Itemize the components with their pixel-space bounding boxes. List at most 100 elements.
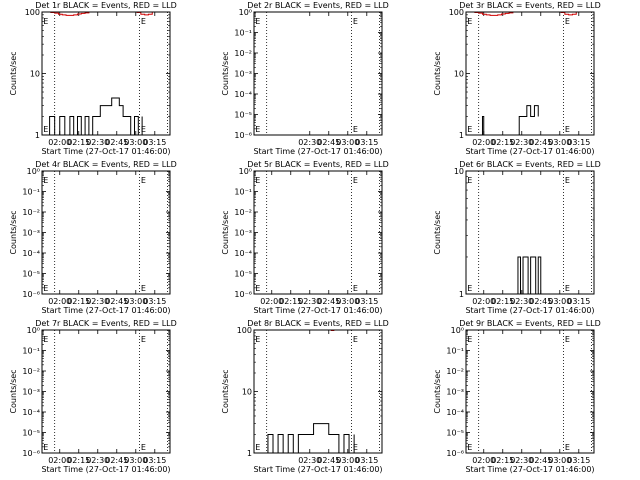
y-axis-label: Counts/sec: [433, 210, 442, 254]
e-marker: E: [565, 17, 570, 26]
x-tick-label: 03:15: [143, 297, 166, 306]
x-tick-label: 02:15: [67, 456, 90, 465]
y-tick-label: 10⁻⁵: [234, 111, 252, 120]
e-marker: E: [467, 284, 472, 293]
x-tick-label: 02:45: [317, 456, 340, 465]
x-tick-label: 02:45: [317, 297, 340, 306]
x-tick-label: 02:30: [510, 297, 533, 306]
chart-panel-2: Det 2r BLACK = Events, RED = LLD Counts/s…: [221, 1, 389, 156]
y-axis-label: Counts/sec: [9, 369, 18, 413]
y-tick-label: 10⁻²: [234, 49, 252, 58]
x-axis-label: Start Time (27-Oct-17 01:46:00): [41, 147, 170, 156]
x-axis-label: Start Time (27-Oct-17 01:46:00): [465, 306, 594, 315]
e-marker: E: [43, 284, 48, 293]
chart-panel-6: Det 6r BLACK = Events, RED = LLD Counts/s…: [433, 160, 601, 315]
y-tick-label: 10⁻⁴: [446, 408, 464, 417]
y-tick-label: 10⁻⁴: [234, 90, 252, 99]
e-marker: E: [141, 125, 146, 134]
e-marker: E: [43, 176, 48, 185]
chart-title: Det 9r BLACK = Events, RED = LLD: [459, 319, 601, 328]
x-tick-label: 03:00: [548, 456, 571, 465]
x-tick-label: 03:00: [124, 297, 147, 306]
y-tick-label: 100: [25, 8, 40, 17]
plot-frame: [465, 11, 595, 136]
x-tick-label: 02:15: [491, 297, 514, 306]
plot-frame: [253, 329, 383, 454]
x-tick-label: 02:00: [48, 456, 71, 465]
plot-frame: [465, 329, 595, 454]
e-marker: E: [141, 443, 146, 452]
x-tick-label: 02:30: [298, 456, 321, 465]
lld-series-line: [467, 11, 577, 16]
x-axis-label: Start Time (27-Oct-17 01:46:00): [41, 306, 170, 315]
plot-frame: [253, 170, 383, 295]
y-tick-label: 10⁻⁵: [446, 429, 464, 438]
events-series-line: [515, 256, 542, 295]
y-axis-label: Counts/sec: [433, 369, 442, 413]
y-tick-label: 1: [247, 449, 252, 458]
x-tick-label: 03:00: [548, 138, 571, 147]
e-marker: E: [43, 17, 48, 26]
e-marker: E: [255, 284, 260, 293]
x-tick-label: 02:30: [510, 138, 533, 147]
e-marker: E: [467, 17, 472, 26]
chart-panel-8: Det 8r BLACK = Events, RED = LLD Counts/s…: [221, 319, 389, 474]
e-marker: E: [565, 125, 570, 134]
y-tick-label: 10⁻⁴: [234, 249, 252, 258]
e-marker: E: [467, 335, 472, 344]
e-marker: E: [565, 284, 570, 293]
x-tick-label: 03:15: [143, 138, 166, 147]
e-marker: E: [353, 176, 358, 185]
y-tick-label: 10⁻³: [234, 229, 252, 238]
x-axis-label: Start Time (27-Oct-17 01:46:00): [253, 465, 382, 474]
y-tick-label: 10⁻³: [22, 388, 40, 397]
e-marker: E: [565, 443, 570, 452]
lld-series-line: [43, 11, 153, 16]
x-tick-label: 02:00: [48, 297, 71, 306]
e-marker: E: [467, 443, 472, 452]
y-tick-label: 10⁻⁶: [234, 290, 252, 299]
y-tick-label: 10⁰: [451, 326, 464, 335]
e-marker: E: [467, 125, 472, 134]
x-tick-label: 03:15: [567, 138, 590, 147]
chart-panel-7: Det 7r BLACK = Events, RED = LLD Counts/s…: [9, 319, 177, 474]
x-tick-label: 03:00: [336, 138, 359, 147]
e-marker: E: [467, 176, 472, 185]
x-tick-label: 03:00: [336, 297, 359, 306]
x-tick-label: 02:00: [472, 138, 495, 147]
x-tick-label: 02:45: [105, 138, 128, 147]
x-tick-label: 03:15: [143, 456, 166, 465]
x-tick-label: 03:15: [355, 456, 378, 465]
y-tick-label: 10: [454, 167, 464, 176]
y-tick-label: 10⁰: [27, 326, 40, 335]
e-marker: E: [43, 125, 48, 134]
chart-title: Det 2r BLACK = Events, RED = LLD: [247, 1, 389, 10]
y-tick-label: 10⁻⁵: [234, 270, 252, 279]
x-tick-label: 02:45: [105, 456, 128, 465]
y-axis-label: Counts/sec: [433, 51, 442, 95]
events-series-line: [481, 105, 539, 136]
y-tick-label: 10⁻³: [446, 388, 464, 397]
e-marker: E: [255, 335, 260, 344]
y-tick-label: 10⁻²: [22, 208, 40, 217]
y-tick-label: 10⁰: [239, 8, 252, 17]
plot-frame: [253, 11, 383, 136]
e-marker: E: [255, 125, 260, 134]
y-tick-label: 10⁻²: [234, 208, 252, 217]
e-marker: E: [141, 284, 146, 293]
y-tick-label: 10⁻⁵: [22, 270, 40, 279]
y-tick-label: 10: [30, 70, 40, 79]
chart-title: Det 1r BLACK = Events, RED = LLD: [35, 1, 177, 10]
chart-title: Det 4r BLACK = Events, RED = LLD: [35, 160, 177, 169]
chart-panel-3: Det 3r BLACK = Events, RED = LLD Counts/s…: [433, 1, 601, 156]
chart-panel-1: Det 1r BLACK = Events, RED = LLD Counts/s…: [9, 1, 177, 156]
y-tick-label: 10⁻¹: [22, 188, 40, 197]
x-tick-label: 02:45: [529, 138, 552, 147]
y-tick-label: 1: [459, 290, 464, 299]
y-tick-label: 10⁻⁶: [446, 449, 464, 458]
x-tick-label: 02:15: [67, 297, 90, 306]
e-marker: E: [565, 176, 570, 185]
y-axis-label: Counts/sec: [221, 51, 230, 95]
x-tick-label: 02:30: [510, 456, 533, 465]
